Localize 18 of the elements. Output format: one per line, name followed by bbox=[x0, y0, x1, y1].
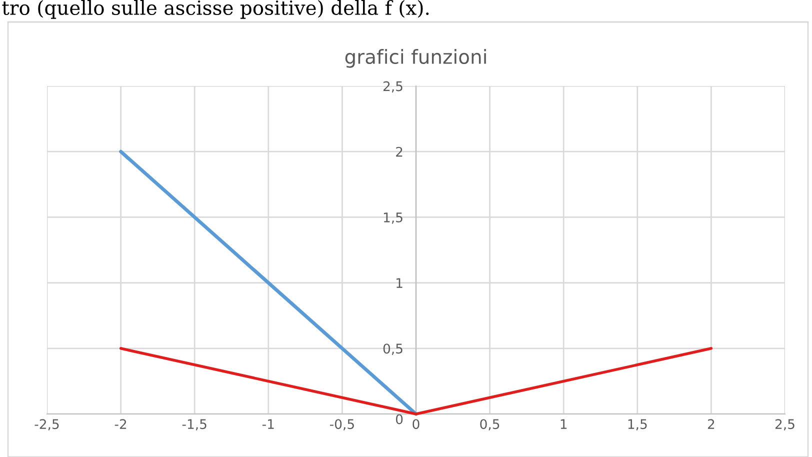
x-tick-label: -0,5 bbox=[330, 419, 354, 430]
x-tick-label: 2,5 bbox=[775, 419, 794, 430]
chart-title: grafici funzioni bbox=[345, 49, 486, 68]
y-tick-label: 2 bbox=[396, 146, 402, 157]
y-tick-label: 1 bbox=[396, 278, 402, 288]
x-tick-label: -1,5 bbox=[182, 419, 206, 430]
x-tick-label: -2,5 bbox=[34, 419, 59, 430]
y-tick-label: 2,5 bbox=[383, 81, 402, 93]
x-tick-label: 0 bbox=[412, 419, 420, 430]
x-tick-label: 1 bbox=[560, 419, 567, 429]
x-tick-label: 1,5 bbox=[628, 419, 647, 430]
x-tick-label: 2 bbox=[708, 419, 714, 429]
x-tick-label: -2 bbox=[114, 419, 126, 429]
y-tick-label: 0,5 bbox=[383, 344, 402, 355]
x-tick-label: 0,5 bbox=[480, 419, 500, 430]
y-tick-label: 1,5 bbox=[384, 212, 402, 224]
x-tick-label: -1 bbox=[262, 419, 274, 429]
text: tro (quello sulle ascisse positive) della f (x). bbox=[2, 0, 429, 19]
